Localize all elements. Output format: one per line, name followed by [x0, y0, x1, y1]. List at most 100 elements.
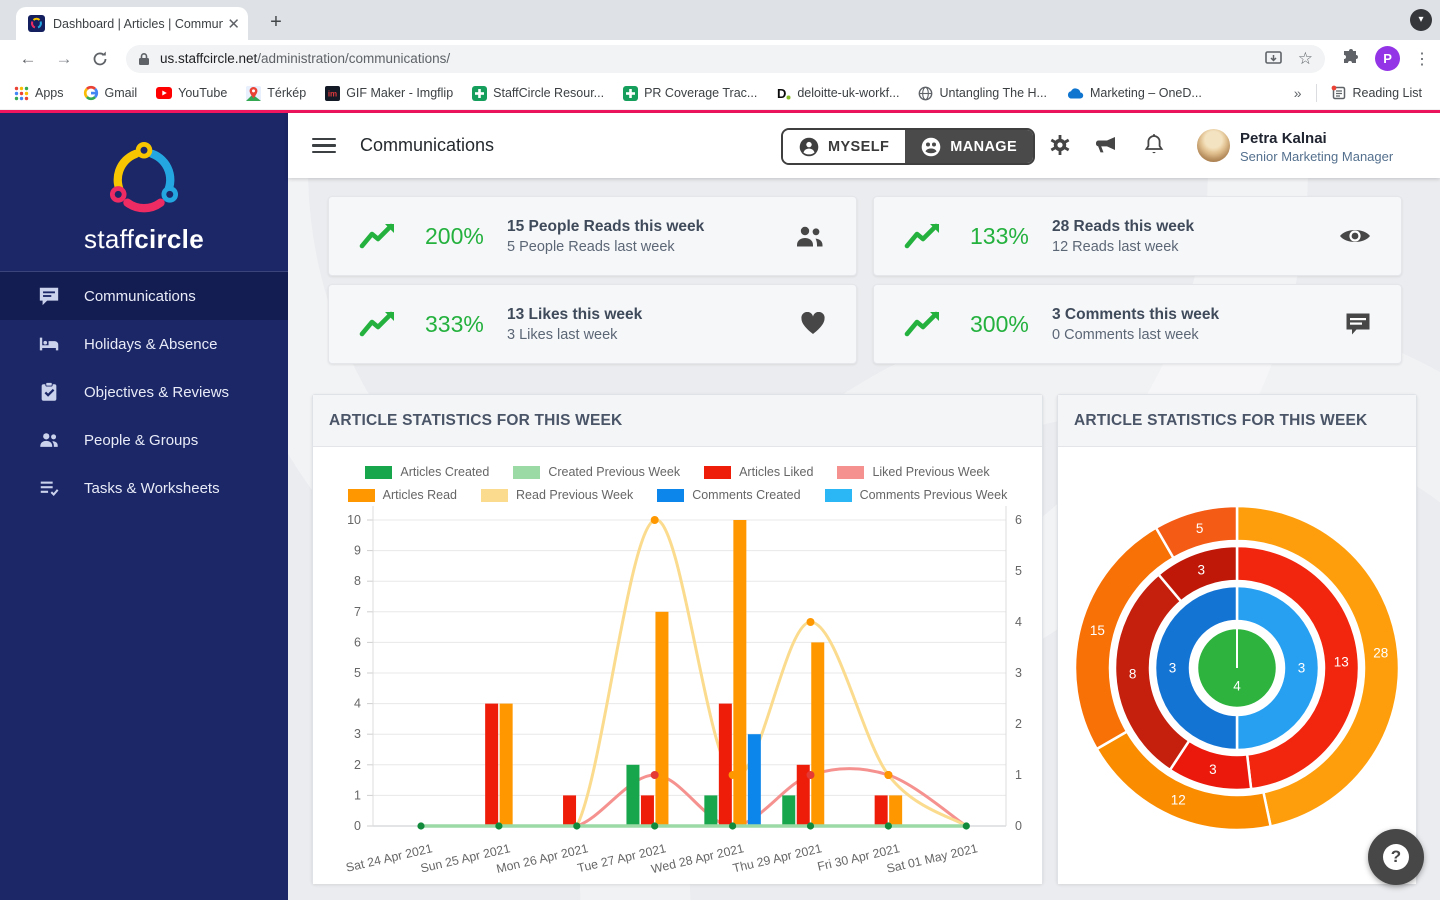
reading-list-button[interactable]: Reading List — [1331, 85, 1422, 101]
tab-close-icon[interactable]: ✕ — [227, 15, 240, 33]
svg-text:im: im — [328, 89, 337, 98]
legend-item[interactable]: Created Previous Week — [513, 465, 680, 479]
sidebar-item-people[interactable]: People & Groups — [0, 416, 288, 464]
people-icon — [797, 226, 823, 247]
role-toggle: MYSELF MANAGE — [781, 128, 1036, 165]
bookmark-imgflip[interactable]: im GIF Maker - Imgflip — [325, 85, 453, 101]
profile-avatar[interactable]: P — [1375, 46, 1401, 71]
bookmark-gmail[interactable]: Gmail — [83, 85, 137, 101]
manage-toggle-button[interactable]: MANAGE — [905, 130, 1034, 163]
staffcircle-favicon — [28, 15, 45, 32]
legend-item[interactable]: Articles Read — [347, 488, 457, 502]
stat-title: 13 Likes this week — [507, 305, 643, 323]
announcements-megaphone-icon[interactable] — [1094, 133, 1118, 157]
myself-toggle-button[interactable]: MYSELF — [783, 130, 906, 163]
stat-card-reads: 133% 28 Reads this week 12 Reads last wee… — [873, 196, 1402, 276]
svg-text:3: 3 — [1169, 661, 1177, 676]
svg-text:8: 8 — [354, 574, 361, 588]
person-icon — [799, 137, 819, 156]
group-icon — [921, 137, 941, 156]
sidebar-item-holidays[interactable]: Holidays & Absence — [0, 320, 288, 368]
bookmarks-bar: Apps Gmail YouTube Térkép im GIF Maker - … — [0, 77, 1440, 110]
help-button[interactable]: ? — [1368, 829, 1424, 885]
settings-gear-icon[interactable] — [1048, 133, 1072, 157]
people-icon — [40, 433, 58, 447]
bookmarks-overflow-chevron[interactable]: » — [1293, 85, 1302, 101]
browser-tab[interactable]: Dashboard | Articles | Commun ✕ — [16, 7, 248, 40]
chart-title: ARTICLE STATISTICS FOR THIS WEEK — [329, 411, 623, 429]
bookmark-onedrive[interactable]: Marketing – OneD... — [1066, 86, 1202, 100]
svg-text:Sat 01 May 2021: Sat 01 May 2021 — [885, 841, 979, 876]
url-field[interactable]: us.staffcircle.net/administration/commun… — [125, 44, 1326, 73]
stat-percent: 333% — [425, 310, 484, 337]
legend-swatch — [365, 465, 393, 479]
trello-board-icon — [472, 85, 488, 101]
legend-item[interactable]: Comments Created — [657, 488, 801, 502]
stat-card-likes: 333% 13 Likes this week 3 Likes last week — [328, 284, 857, 364]
sidebar-item-tasks[interactable]: Tasks & Worksheets — [0, 464, 288, 512]
menu-kebab-icon[interactable]: ⋮ — [1414, 50, 1431, 68]
stat-percent: 200% — [425, 222, 484, 249]
legend-item[interactable]: Comments Previous Week — [824, 488, 1007, 502]
legend-swatch — [837, 465, 865, 479]
svg-text:28: 28 — [1373, 645, 1388, 660]
user-name: Petra Kalnai — [1240, 130, 1327, 147]
bookmark-staffcircle-resources[interactable]: StaffCircle Resour... — [472, 85, 604, 101]
legend-label: Comments Created — [692, 488, 801, 502]
bookmark-pr-coverage[interactable]: PR Coverage Trac... — [623, 85, 757, 101]
stat-subtitle: 12 Reads last week — [1052, 238, 1179, 255]
weekly-chart-body: Articles Created Created Previous Week Art… — [313, 447, 1042, 884]
stat-title: 3 Comments this week — [1052, 305, 1220, 323]
eye-icon — [1340, 230, 1370, 242]
svg-text:6: 6 — [1015, 513, 1022, 527]
svg-text:9: 9 — [354, 544, 361, 558]
onedrive-cloud-icon — [1067, 88, 1084, 99]
globe-icon — [919, 86, 933, 100]
svg-text:5: 5 — [354, 666, 361, 680]
legend-item[interactable]: Articles Created — [365, 465, 489, 479]
chart-card-header: ARTICLE STATISTICS FOR THIS WEEK — [313, 395, 1042, 447]
user-avatar[interactable] — [1197, 129, 1230, 162]
stat-title: 28 Reads this week — [1052, 217, 1195, 235]
brand-wordmark: staffcircle — [84, 223, 204, 254]
new-tab-button[interactable]: + — [270, 11, 282, 33]
notifications-bell-icon[interactable] — [1143, 133, 1165, 157]
menu-hamburger-icon[interactable] — [312, 134, 336, 158]
install-icon[interactable] — [1264, 50, 1282, 67]
tab-search-icon[interactable]: ▾ — [1410, 9, 1432, 31]
legend-item[interactable]: Read Previous Week — [481, 488, 633, 502]
svg-text:5: 5 — [1196, 521, 1204, 536]
legend-item[interactable]: Articles Liked — [704, 465, 813, 479]
legend-label: Created Previous Week — [548, 465, 681, 479]
bookmark-maps[interactable]: Térkép — [246, 85, 306, 101]
url-domain: us.staffcircle.net — [159, 51, 258, 66]
stat-title: 15 People Reads this week — [507, 217, 705, 235]
svg-text:3: 3 — [1298, 661, 1306, 676]
sidebar-item-objectives[interactable]: Objectives & Reviews — [0, 368, 288, 416]
bookmark-untangling[interactable]: Untangling The H... — [918, 86, 1047, 101]
svg-text:2: 2 — [1015, 717, 1022, 731]
concentric-donut-chart: 28 12 15 5 13 3 8 3 3 3 4 — [1073, 504, 1401, 832]
reload-icon[interactable] — [88, 50, 112, 68]
bookmark-apps[interactable]: Apps — [14, 86, 64, 101]
stat-card-people-reads: 200% 15 People Reads this week 5 People R… — [328, 196, 857, 276]
svg-text:4: 4 — [354, 697, 361, 711]
maps-pin-icon — [246, 85, 262, 101]
svg-text:3: 3 — [1198, 562, 1206, 577]
legend-swatch — [657, 488, 685, 502]
svg-text:13: 13 — [1334, 654, 1349, 669]
svg-text:3: 3 — [1015, 666, 1022, 680]
back-icon[interactable]: ← — [19, 48, 37, 68]
legend-swatch — [513, 465, 541, 479]
legend-item[interactable]: Liked Previous Week — [837, 465, 990, 479]
legend-swatch — [824, 488, 852, 502]
sidebar-item-communications[interactable]: Communications — [0, 272, 288, 320]
browser-address-bar: ← → us.staffcircle.net/administration/co… — [0, 40, 1440, 77]
clipboard-check-icon — [41, 381, 57, 401]
forward-icon[interactable]: → — [55, 48, 73, 68]
bookmark-youtube[interactable]: YouTube — [156, 86, 227, 100]
extensions-icon[interactable] — [1341, 48, 1361, 69]
task-list-icon — [40, 481, 59, 496]
bookmark-star-icon[interactable]: ☆ — [1297, 48, 1314, 68]
